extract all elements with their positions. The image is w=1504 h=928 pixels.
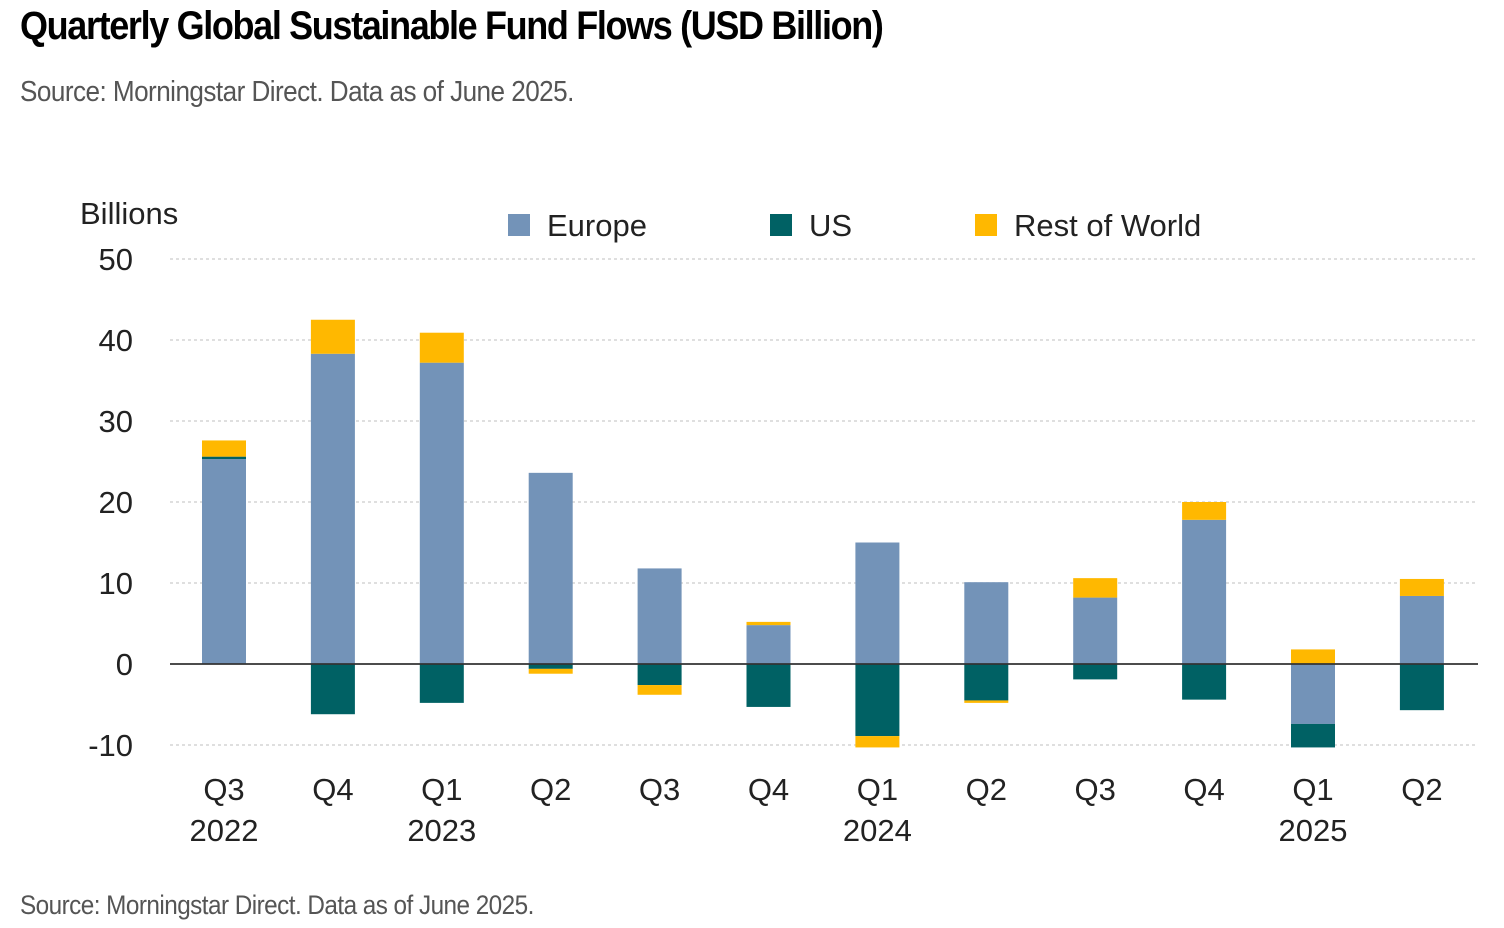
bar-rest-of-world (964, 700, 1009, 703)
legend-swatch-rest-of-world (975, 214, 997, 236)
x-tick-label: Q1 (1292, 772, 1333, 807)
legend-label-europe: Europe (547, 208, 647, 243)
bar-europe (202, 459, 246, 664)
bar-rest-of-world (746, 621, 791, 626)
bar-us (1182, 664, 1227, 700)
bar-europe (746, 625, 791, 664)
x-tick-label: Q1 (421, 772, 462, 807)
x-tick-label: Q1 (857, 772, 898, 807)
y-axis-label: Billions (80, 196, 178, 231)
bar-europe (637, 568, 682, 664)
x-tick-label: Q3 (639, 772, 680, 807)
x-tick-label: Q2 (1401, 772, 1442, 807)
bar-us (1291, 723, 1335, 748)
bar-europe (528, 472, 573, 664)
y-tick-label: 30 (99, 404, 133, 439)
legend: Europe US Rest of World (508, 208, 1201, 243)
bar-europe (1399, 595, 1444, 664)
y-axis-ticks: 50 40 30 20 10 0 -10 (88, 242, 133, 763)
bar-us (746, 664, 791, 707)
bar-rest-of-world (310, 319, 355, 354)
x-tick-year-label: 2022 (190, 813, 259, 848)
bar-us (1399, 664, 1444, 711)
page-title: Quarterly Global Sustainable Fund Flows … (20, 4, 884, 48)
bar-us (528, 664, 573, 669)
legend-label-us: US (809, 208, 852, 243)
bar-us (637, 664, 682, 686)
y-tick-label: 20 (99, 485, 133, 520)
x-tick-label: Q4 (312, 772, 353, 807)
footer-source-note: Source: Morningstar Direct. Data as of J… (20, 890, 534, 920)
bar-rest-of-world (1182, 502, 1227, 520)
page-subtitle: Source: Morningstar Direct. Data as of J… (20, 76, 574, 108)
bar-rest-of-world (637, 685, 682, 695)
x-tick-year-label: 2023 (407, 813, 476, 848)
bar-us (202, 456, 246, 460)
bar-us (1073, 664, 1118, 680)
bar-rest-of-world (1073, 578, 1118, 598)
bar-europe (1182, 519, 1227, 664)
legend-label-rest-of-world: Rest of World (1014, 208, 1201, 243)
bar-us (310, 664, 355, 715)
fund-flows-chart: 50 40 30 20 10 0 -10 Q3 2022 Q4 Q1 2023 Q2 Q3 Q4 Q1 202… (80, 196, 1478, 848)
x-tick-label: Q2 (966, 772, 1007, 807)
bar-europe (1291, 664, 1335, 724)
bar-rest-of-world (1399, 578, 1444, 596)
bar-europe (1073, 597, 1118, 664)
y-tick-label: 40 (99, 323, 133, 358)
bar-us (419, 664, 464, 703)
bar-europe (419, 362, 464, 664)
y-tick-label: 0 (116, 647, 133, 682)
x-tick-label: Q2 (530, 772, 571, 807)
x-tick-year-label: 2024 (843, 813, 912, 848)
x-tick-label: Q3 (1075, 772, 1116, 807)
bar-us (855, 664, 900, 737)
grid-lines (170, 258, 1478, 746)
x-axis-ticks: Q3 2022 Q4 Q1 2023 Q2 Q3 Q4 Q1 2024 Q2 Q3 Q4 Q1 2025 Q2 (190, 772, 1443, 848)
bar-europe (310, 353, 355, 664)
bar-us (964, 664, 1009, 701)
bar-rest-of-world (1291, 649, 1335, 664)
bar-rest-of-world (202, 440, 246, 457)
bar-europe (964, 582, 1009, 664)
x-tick-label: Q4 (1183, 772, 1224, 807)
legend-swatch-europe (508, 214, 530, 236)
y-tick-label: 10 (99, 566, 133, 601)
bar-rest-of-world (419, 332, 464, 363)
legend-swatch-us (770, 214, 792, 236)
bar-series (202, 319, 1444, 748)
x-tick-year-label: 2025 (1279, 813, 1348, 848)
x-tick-label: Q4 (748, 772, 789, 807)
bar-rest-of-world (528, 668, 573, 674)
x-tick-label: Q3 (203, 772, 244, 807)
y-tick-label: -10 (88, 728, 133, 763)
bar-europe (855, 542, 900, 664)
bar-rest-of-world (855, 736, 900, 748)
y-tick-label: 50 (99, 242, 133, 277)
